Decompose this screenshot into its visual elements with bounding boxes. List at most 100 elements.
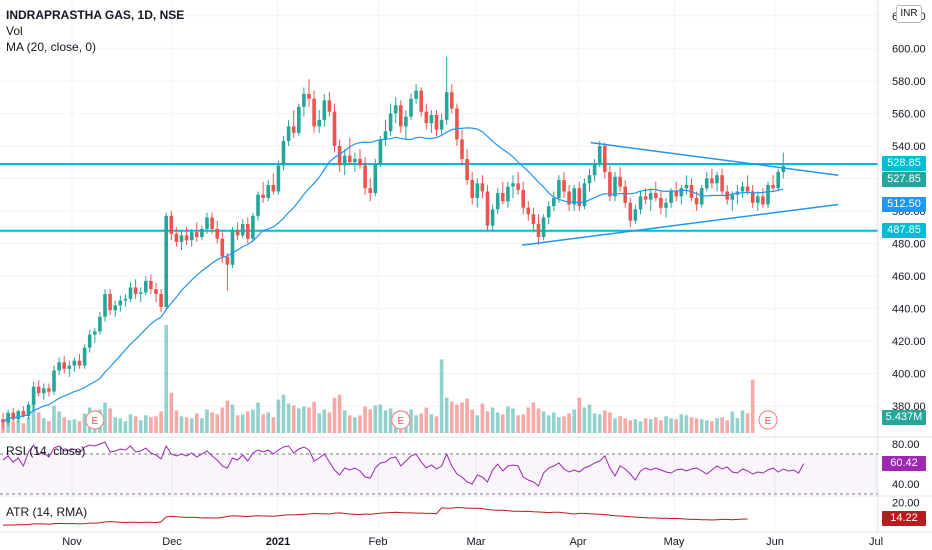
candle-body bbox=[358, 158, 362, 166]
volume-bar bbox=[735, 418, 740, 433]
candle-body bbox=[694, 197, 699, 205]
candle-body bbox=[297, 106, 301, 133]
candle-body bbox=[322, 100, 327, 120]
price-tick-label: 600.00 bbox=[892, 43, 926, 55]
volume-bar bbox=[419, 413, 423, 433]
volume-bar bbox=[332, 397, 337, 433]
volume-bar bbox=[307, 407, 311, 433]
candle-body bbox=[164, 215, 168, 307]
time-tick-label: Mar bbox=[467, 536, 486, 548]
volume-bar bbox=[113, 417, 117, 433]
volume-bar bbox=[460, 402, 464, 433]
earnings-marker bbox=[391, 410, 411, 430]
candle-body bbox=[342, 155, 347, 166]
symbol-title[interactable]: INDRAPRASTHA GAS, 1D, NSE bbox=[6, 8, 185, 22]
volume-bar bbox=[271, 417, 276, 433]
candle-body bbox=[108, 293, 112, 311]
rsi-line bbox=[2, 441, 805, 487]
earnings-marker-label: E bbox=[397, 416, 404, 427]
price-tick-label: 540.00 bbox=[892, 141, 926, 153]
time-tick-label: Jul bbox=[869, 536, 883, 548]
atr-line bbox=[2, 506, 748, 526]
earnings-marker bbox=[85, 410, 105, 430]
candle-body bbox=[434, 115, 439, 130]
volume-bar bbox=[541, 411, 546, 433]
volume-bar bbox=[291, 405, 296, 433]
candle-body bbox=[174, 233, 179, 242]
candle-body bbox=[597, 145, 602, 164]
candle-body bbox=[256, 194, 260, 216]
candle-body bbox=[608, 171, 612, 197]
volume-bar bbox=[750, 379, 755, 433]
candle-body bbox=[184, 235, 189, 241]
candle-body bbox=[235, 230, 240, 236]
volume-bar bbox=[144, 415, 148, 433]
atr-tick-label: 20.00 bbox=[892, 498, 920, 510]
volume-bar bbox=[353, 417, 357, 433]
candle-body bbox=[52, 370, 56, 392]
atr-legend[interactable]: ATR (14, RMA) bbox=[6, 505, 88, 519]
volume-bar bbox=[327, 412, 332, 433]
candle-body bbox=[393, 105, 398, 114]
volume-bar bbox=[358, 415, 362, 433]
candle-body bbox=[220, 238, 225, 257]
volume-bar bbox=[383, 410, 388, 433]
volume-bar bbox=[546, 415, 551, 433]
volume-bar bbox=[103, 402, 107, 433]
volume-bar bbox=[388, 408, 393, 433]
volume-bar bbox=[378, 404, 383, 433]
candle-body bbox=[368, 188, 372, 194]
atr-value-label: 14.22 bbox=[882, 511, 926, 527]
time-tick-label: Feb bbox=[369, 536, 388, 548]
volume-bar bbox=[450, 401, 454, 433]
candle-body bbox=[643, 196, 648, 200]
volume-bar bbox=[133, 416, 138, 433]
earnings-marker-label: E bbox=[91, 416, 98, 427]
candle-body bbox=[251, 215, 255, 239]
candle-body bbox=[750, 191, 755, 203]
candle-body bbox=[47, 388, 51, 392]
volume-bar bbox=[286, 403, 291, 433]
volume-bar bbox=[154, 416, 158, 433]
volume-bar bbox=[67, 420, 72, 433]
candlesticks bbox=[1, 56, 786, 429]
candle-body bbox=[302, 93, 306, 107]
grid bbox=[0, 0, 878, 532]
candle-body bbox=[16, 411, 21, 420]
candle-body bbox=[246, 224, 250, 239]
volume-bar bbox=[26, 417, 31, 433]
candle-body bbox=[133, 287, 138, 294]
candle-body bbox=[348, 155, 352, 163]
candle-body bbox=[526, 207, 531, 215]
candle-body bbox=[291, 126, 296, 133]
volume-bar bbox=[77, 421, 82, 433]
volume-bar bbox=[342, 410, 347, 433]
rsi-legend[interactable]: RSI (14, close) bbox=[6, 444, 86, 458]
volume-bar bbox=[215, 414, 219, 433]
candle-body bbox=[215, 228, 219, 239]
volume-bar bbox=[317, 413, 321, 433]
candle-body bbox=[567, 191, 571, 205]
ma-legend[interactable]: MA (20, close, 0) bbox=[6, 40, 97, 54]
candle-body bbox=[93, 331, 97, 335]
candle-body bbox=[679, 188, 684, 197]
time-tick-label: Apr bbox=[569, 536, 586, 548]
volume-bar bbox=[648, 419, 653, 433]
candle-body bbox=[149, 280, 153, 290]
currency-button[interactable]: INR bbox=[896, 5, 922, 23]
volume-bar bbox=[235, 415, 240, 433]
volume-bar bbox=[506, 406, 510, 433]
volume-bar bbox=[363, 406, 367, 433]
volume-legend[interactable]: Vol bbox=[6, 24, 23, 38]
volume-bar bbox=[281, 394, 286, 433]
candle-body bbox=[475, 183, 480, 198]
volume-bar bbox=[674, 419, 678, 433]
candle-body bbox=[674, 191, 678, 197]
volume-bar bbox=[246, 411, 250, 433]
volume-bar bbox=[526, 407, 531, 433]
rsi-tick-label: 40.00 bbox=[892, 479, 920, 491]
candle-body bbox=[353, 158, 357, 163]
